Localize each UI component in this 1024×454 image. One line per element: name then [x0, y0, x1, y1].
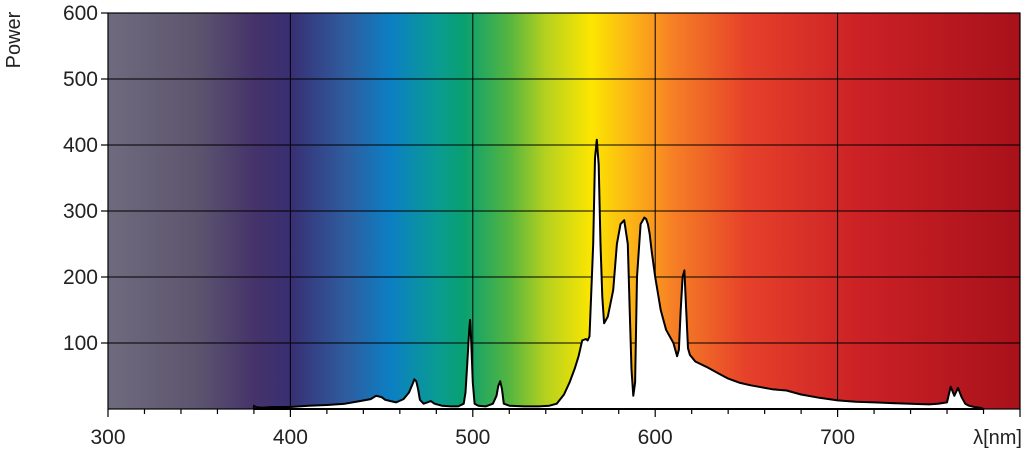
y-axis-label: Power [3, 11, 25, 68]
y-tick-label-500: 500 [63, 68, 98, 91]
x-tick-label-500: 500 [455, 426, 490, 449]
x-axis-label: λ[nm] [973, 427, 1022, 449]
x-tick-label-600: 600 [638, 426, 673, 449]
x-tick-label-400: 400 [273, 426, 308, 449]
y-axis-ticks: 100 200 300 400 500 600 [63, 2, 108, 355]
y-tick-label-200: 200 [63, 266, 98, 289]
y-tick-label-300: 300 [63, 200, 98, 223]
x-tick-label-300: 300 [90, 426, 125, 449]
y-tick-label-100: 100 [63, 332, 98, 355]
x-tick-label-700: 700 [820, 426, 855, 449]
y-tick-label-600: 600 [63, 2, 98, 25]
x-axis-ticks: 300 400 500 600 700 [90, 409, 1021, 449]
y-tick-label-400: 400 [63, 134, 98, 157]
spectrum-area [252, 138, 985, 410]
